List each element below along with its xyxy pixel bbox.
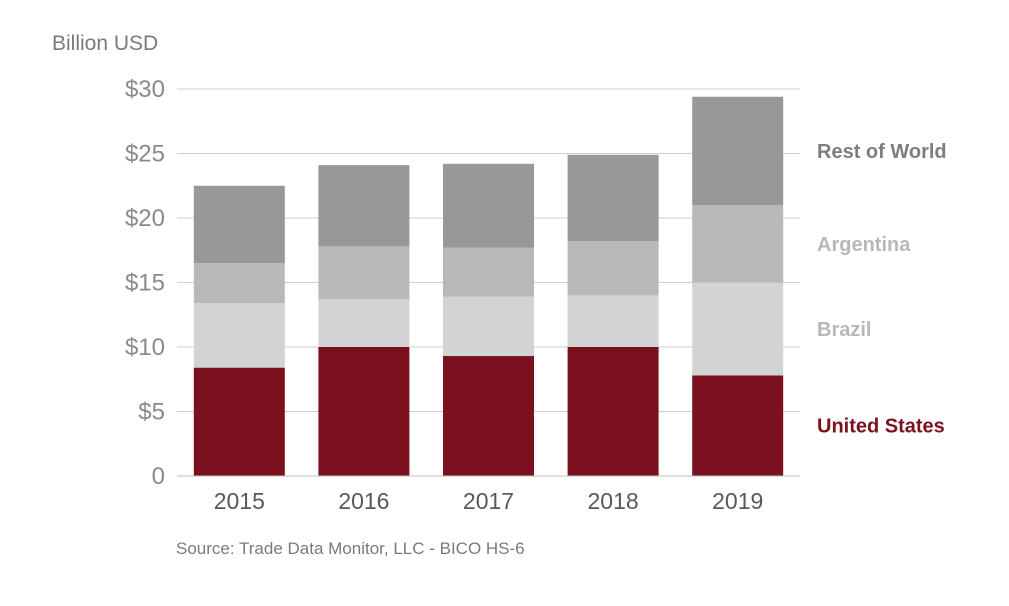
- legend-item-argentina: Argentina: [817, 234, 911, 256]
- bar-segment-argentina: [318, 246, 410, 300]
- y-tick-label: $20: [125, 205, 165, 232]
- legend: United States Brazil Argentina Rest of Worl…: [817, 141, 947, 438]
- y-tick-label: $30: [125, 76, 165, 103]
- x-tick-label: 2018: [588, 488, 639, 514]
- bar-segment-brazil: [692, 282, 784, 376]
- bar-segment-argentina: [692, 205, 784, 283]
- y-tick-label: 0: [152, 463, 165, 490]
- legend-item-brazil: Brazil: [817, 319, 871, 341]
- bar-segment-rest-of-world: [318, 165, 410, 247]
- source-note: Source: Trade Data Monitor, LLC - BICO H…: [176, 539, 525, 558]
- bar-segment-united-states: [692, 375, 784, 476]
- x-tick-label: 2017: [463, 488, 514, 514]
- bar-segment-brazil: [318, 299, 410, 347]
- bar-segment-rest-of-world: [567, 154, 659, 242]
- bar-segment-united-states: [193, 367, 285, 476]
- y-tick-label: $25: [125, 141, 165, 168]
- bar-segment-argentina: [443, 247, 534, 297]
- y-tick-label: $5: [138, 399, 165, 426]
- bar-segment-united-states: [443, 356, 534, 476]
- x-tick-label: 2019: [712, 488, 763, 514]
- legend-item-rest-of-world: Rest of World: [817, 141, 947, 163]
- y-axis-unit-label: Billion USD: [52, 32, 158, 55]
- x-tick-label: 2015: [214, 488, 265, 514]
- bar-segment-rest-of-world: [193, 185, 285, 264]
- y-tick-label: $10: [125, 334, 165, 361]
- bar-segment-united-states: [567, 347, 659, 476]
- bar-segment-argentina: [193, 263, 285, 304]
- bar-segment-brazil: [193, 303, 285, 368]
- bar-segment-argentina: [567, 241, 659, 296]
- y-tick-label: $15: [125, 270, 165, 297]
- x-tick-label: 2016: [338, 488, 389, 514]
- bar-segment-brazil: [567, 295, 659, 347]
- bar-segment-brazil: [443, 296, 534, 357]
- legend-item-united-states: United States: [817, 416, 945, 438]
- axes: 0 $5 $10 $15 $20 $25 $30 2015 2016 2017 2018 2019: [125, 76, 800, 514]
- bar-segment-rest-of-world: [692, 96, 784, 206]
- bars: [193, 96, 784, 476]
- bar-segment-rest-of-world: [443, 163, 534, 248]
- bar-segment-united-states: [318, 347, 410, 476]
